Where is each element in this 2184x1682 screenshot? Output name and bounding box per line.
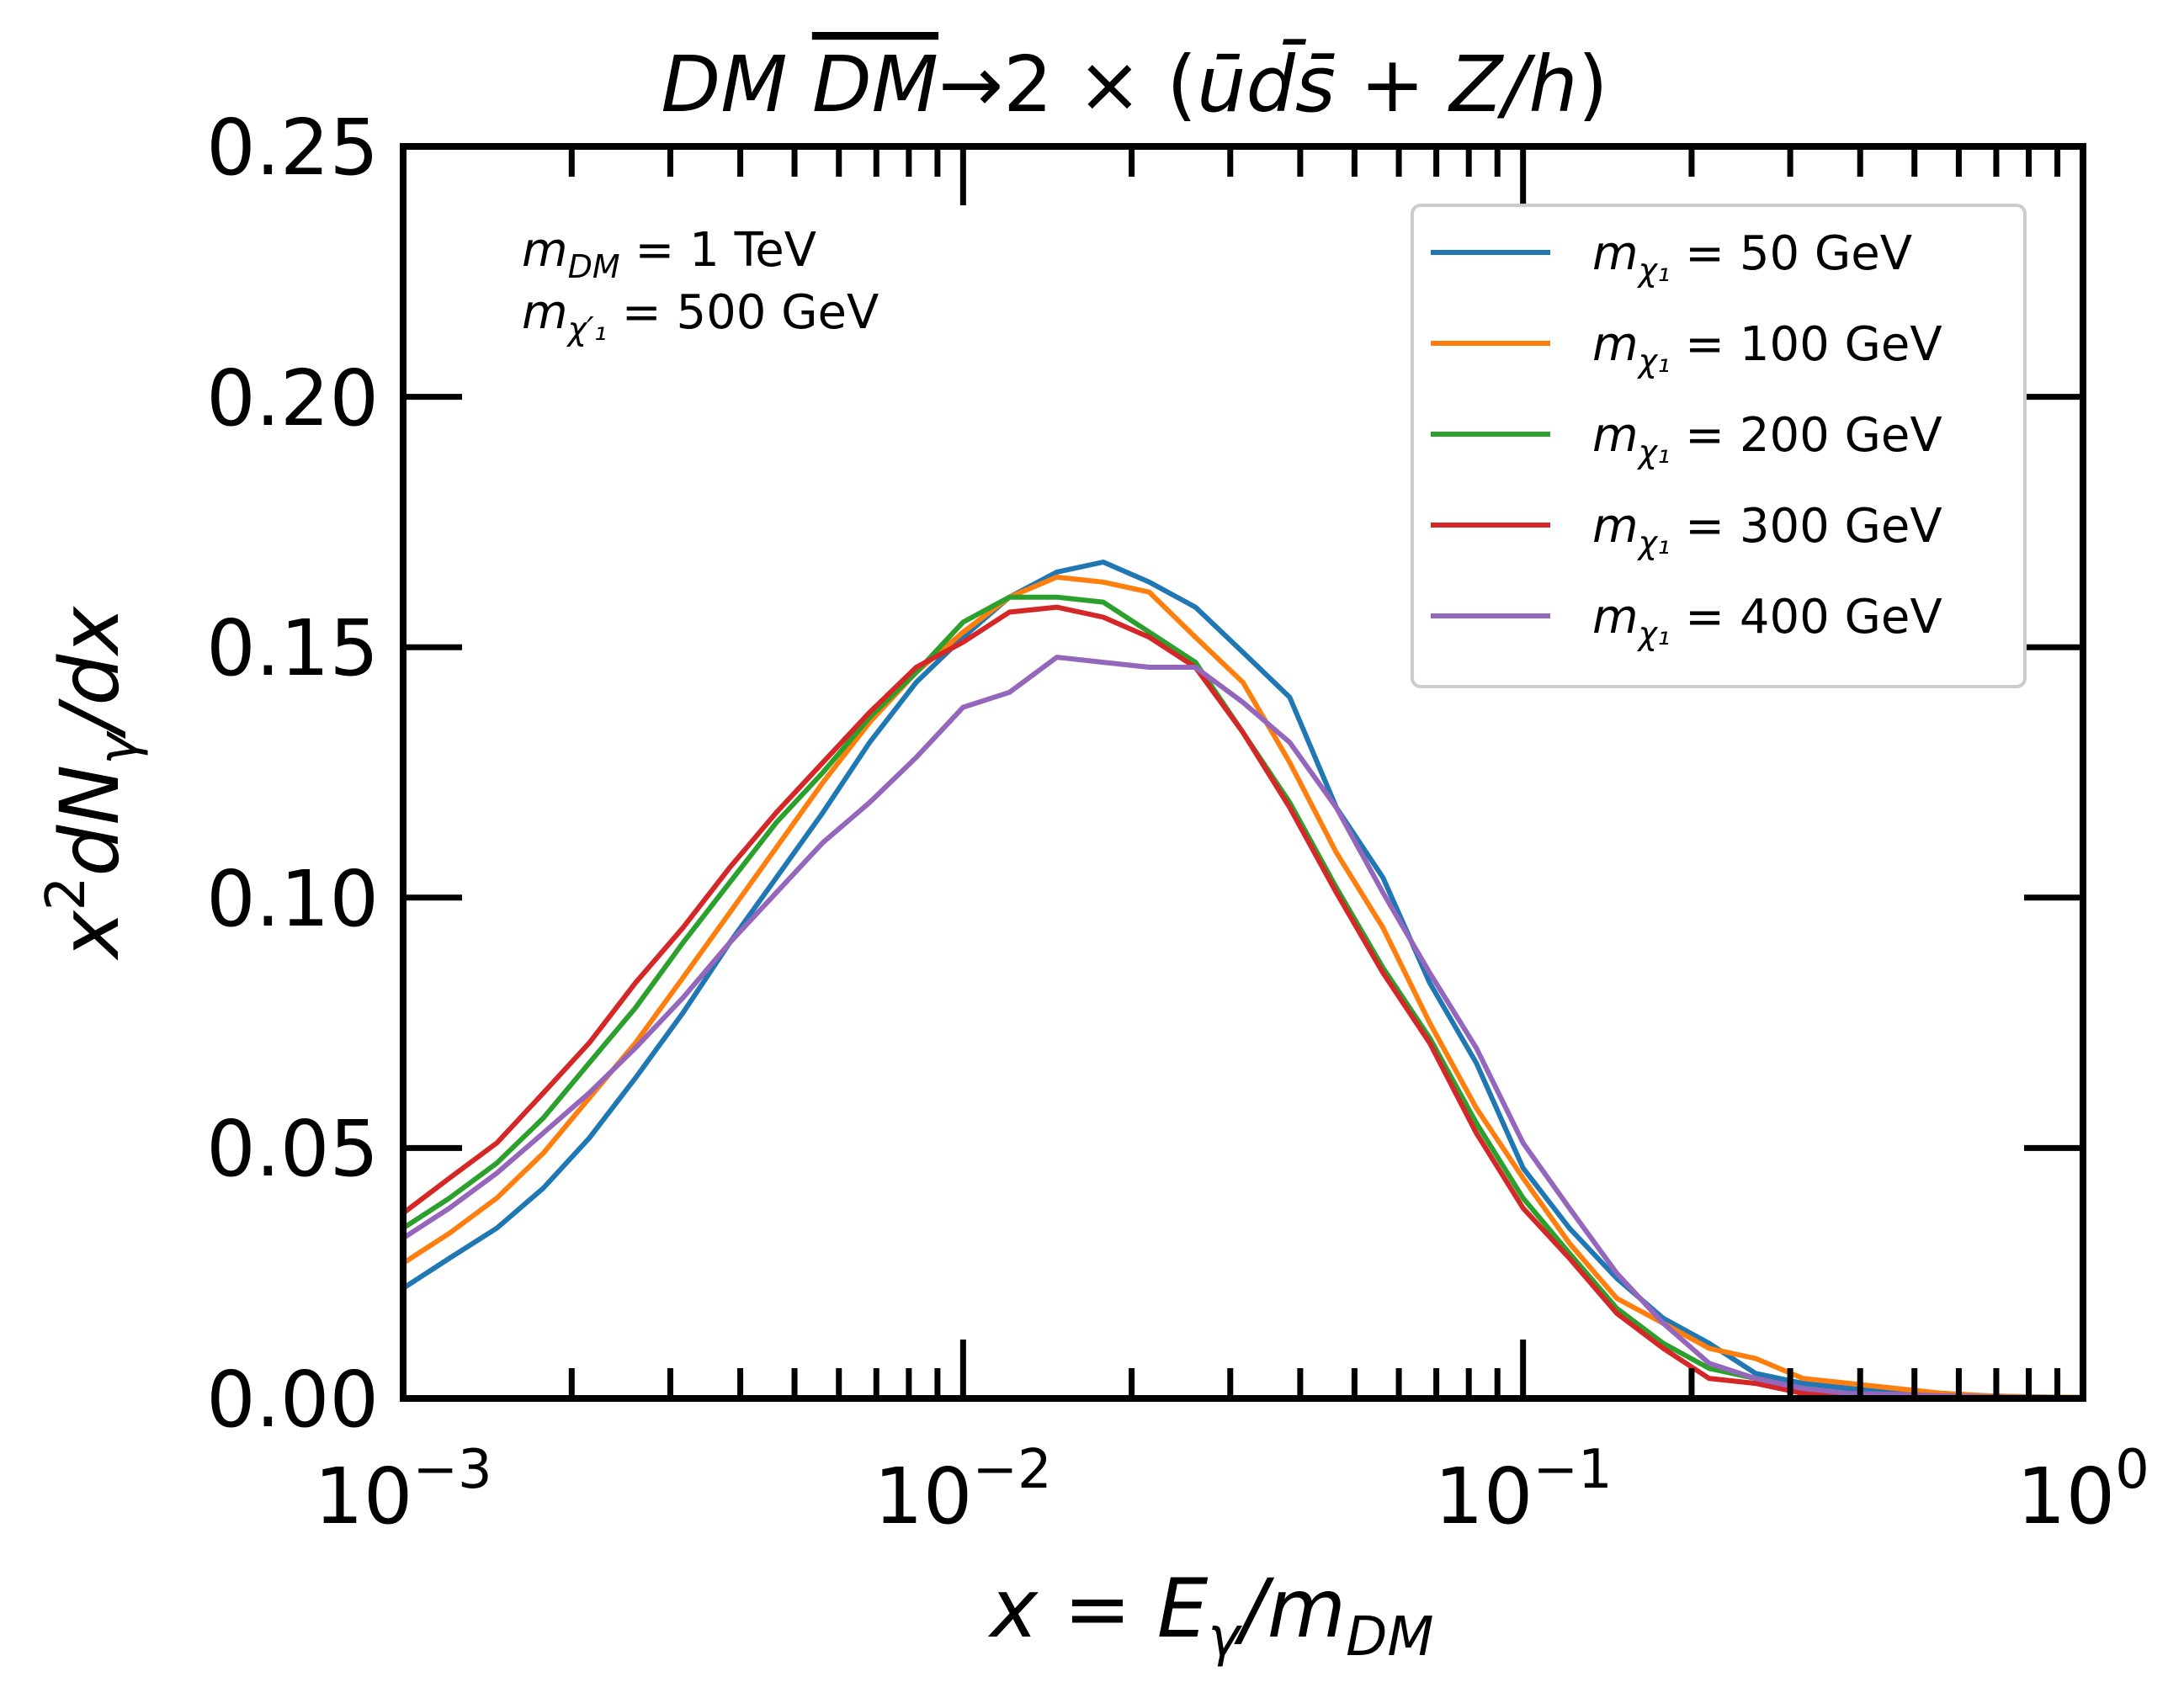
legend-label-4: mχ₁ = 300 GeV: [1592, 499, 1942, 561]
legend-items: mχ₁ = 50 GeV mχ₁ = 100 GeV mχ₁ = 200 GeV mχ…: [1431, 226, 1942, 652]
legend-label-5: mχ₁ = 400 GeV: [1592, 590, 1942, 652]
y-tick-label: 0.10: [206, 854, 379, 944]
annotation: mDM = 1 TeV mχ′₁ = 500 GeV: [522, 223, 879, 348]
y-tick-label: 0.25: [206, 103, 379, 193]
x-tick-label: 100: [2017, 1439, 2149, 1541]
x-tick-label: 10−1: [1434, 1439, 1612, 1541]
series-group: [401, 560, 2084, 1401]
y-tick-label: 0.15: [206, 603, 379, 693]
legend-label-3: mχ₁ = 200 GeV: [1592, 408, 1942, 470]
x-axis-label: x = Eγ/mDM: [987, 1562, 1433, 1669]
plot-frame: [400, 143, 2086, 1402]
annotation-mchi-prime: mχ′₁ = 500 GeV: [522, 285, 879, 348]
x-tick-labels: 10−3 10−2 10−1 100: [314, 1439, 2149, 1541]
legend-label-2: mχ₁ = 100 GeV: [1592, 317, 1942, 379]
y-tick-label: 0.20: [206, 353, 379, 443]
x-tick-label: 10−2: [874, 1439, 1051, 1541]
y-axis-label: x2dNγ/dx: [35, 606, 150, 961]
x-tick-label: 10−3: [314, 1439, 492, 1541]
series-line-2: [401, 574, 2084, 1400]
legend: mχ₁ = 50 GeV mχ₁ = 100 GeV mχ₁ = 200 GeV mχ…: [1411, 204, 2027, 688]
chart-title: DM DM→2 × (ūd̄s̄ + Z/h): [661, 39, 1607, 130]
series-line-5: [401, 655, 2084, 1401]
y-tick-label: 0.00: [206, 1355, 379, 1445]
y-tick-label: 0.05: [206, 1104, 379, 1194]
series-line-1: [401, 560, 2084, 1400]
legend-label-1: mχ₁ = 50 GeV: [1592, 226, 1912, 289]
series-line-4: [401, 604, 2083, 1401]
annotation-mdm: mDM = 1 TeV: [522, 223, 816, 285]
legend-box: [1411, 204, 2027, 688]
y-tick-labels: 0.00 0.05 0.10 0.15 0.20 0.25: [206, 103, 379, 1445]
